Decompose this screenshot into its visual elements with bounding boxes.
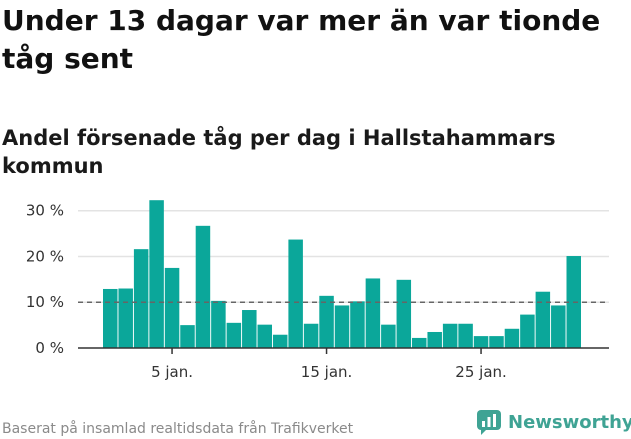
x-tick-label: 15 jan. [301, 363, 353, 381]
bar [350, 301, 365, 348]
bar [226, 322, 242, 348]
bar [442, 323, 458, 348]
y-tick-label: 30 % [26, 202, 64, 220]
chart-title: Under 13 dagar var mer än var tionde tåg… [2, 4, 601, 75]
bar [535, 291, 551, 348]
bar [257, 324, 272, 348]
bar [288, 239, 303, 348]
bar [365, 278, 381, 348]
bar [195, 225, 211, 348]
newsworthy-logo: Newsworthy [476, 408, 631, 436]
bar [473, 336, 489, 348]
y-tick-label: 10 % [26, 293, 64, 311]
source-note: Baserat på insamlad realtidsdata från Tr… [2, 421, 354, 437]
bar [272, 334, 288, 348]
bar [381, 324, 396, 348]
bar [551, 305, 566, 348]
bar [164, 267, 180, 348]
bar [180, 325, 195, 348]
x-tick-label: 25 jan. [455, 363, 507, 381]
bar [303, 323, 319, 348]
bar [118, 288, 133, 348]
bar [319, 295, 334, 348]
brand-name: Newsworthy [508, 411, 631, 433]
bar [103, 288, 118, 348]
bar [520, 314, 535, 348]
x-tick-label: 5 jan. [151, 363, 193, 381]
bar [133, 249, 149, 348]
bar [458, 323, 473, 348]
bar [504, 328, 520, 348]
newsworthy-icon [477, 410, 501, 435]
bar [412, 337, 427, 348]
y-tick-label: 20 % [26, 247, 64, 265]
bar [211, 300, 226, 348]
bar [427, 331, 442, 348]
bar [489, 336, 504, 348]
y-tick-label: 0 % [35, 339, 64, 357]
chart-subtitle: Andel försenade tåg per dag i Hallstaham… [2, 126, 556, 178]
bar-chart: 0 % 10 % 20 % 30 % 5 jan. 15 jan. 25 jan. [26, 200, 609, 381]
bar [334, 305, 350, 348]
bar [242, 310, 257, 348]
bar [396, 279, 412, 348]
bar [149, 200, 164, 348]
